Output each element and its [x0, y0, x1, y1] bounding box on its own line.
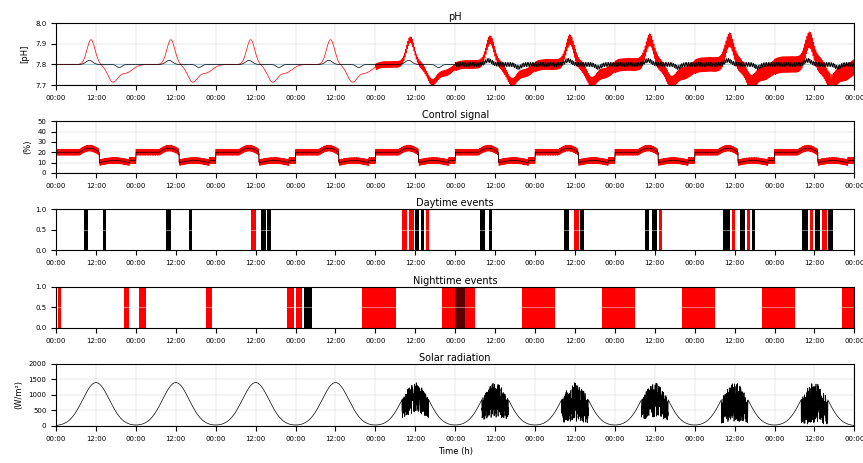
Title: Nighttime events: Nighttime events: [413, 276, 498, 286]
X-axis label: Time (h): Time (h): [438, 447, 473, 456]
Y-axis label: [pH]: [pH]: [21, 45, 29, 63]
Title: Control signal: Control signal: [422, 111, 488, 120]
Title: Solar radiation: Solar radiation: [419, 353, 491, 363]
Title: Daytime events: Daytime events: [417, 198, 494, 208]
Y-axis label: (%): (%): [22, 140, 32, 154]
Y-axis label: (W/m²): (W/m²): [14, 381, 22, 409]
Title: pH: pH: [449, 13, 462, 22]
